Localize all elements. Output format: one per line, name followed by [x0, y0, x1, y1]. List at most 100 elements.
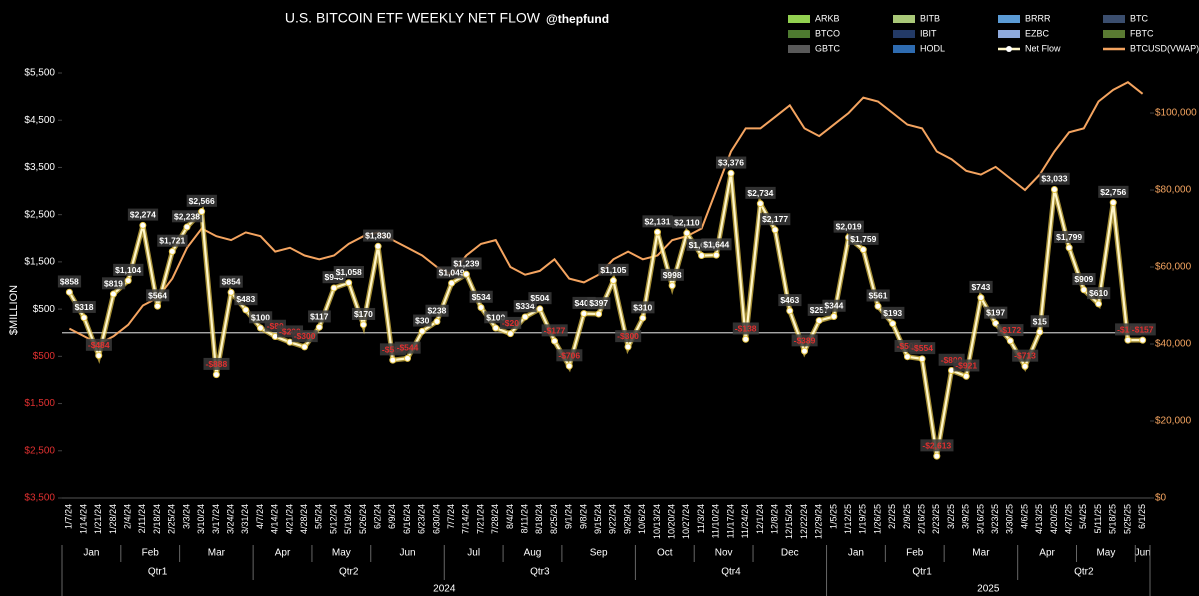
data-label-group: -$300 [291, 330, 318, 343]
x-tick-label: 5/5/24 [314, 504, 324, 529]
x-tick-label: 11/3/24 [696, 504, 706, 533]
data-label-bg [1030, 315, 1050, 328]
data-label-bg [1012, 349, 1039, 362]
quarter-label: Qtr1 [912, 567, 932, 578]
data-label-group: $858 [57, 275, 82, 288]
data-label-bg [791, 334, 818, 347]
data-label-bg [881, 306, 905, 319]
x-tick-label: 5/12/24 [328, 504, 338, 534]
chart-title: U.S. BITCOIN ETF WEEKLY NET FLOW [285, 10, 541, 26]
data-label: $344 [824, 301, 843, 311]
data-label-group: $2,110 [672, 216, 702, 229]
data-label: $2,756 [1100, 187, 1126, 197]
data-label-bg [833, 220, 864, 233]
y2-tick-label: $100,000 [1155, 108, 1197, 119]
net-flow-point [712, 251, 720, 259]
month-label: Feb [906, 548, 924, 559]
data-label: $483 [236, 294, 255, 304]
data-label-group: $197 [984, 306, 1008, 319]
x-tick-label: 9/22/24 [608, 504, 618, 534]
year-label: 2025 [977, 584, 1000, 595]
net-flow-point [301, 343, 309, 351]
data-label-bg [615, 330, 642, 343]
month-label: Mar [208, 548, 226, 559]
x-tick-label: 3/31/24 [240, 504, 250, 534]
data-label-group: $1,058 [333, 266, 364, 279]
net-flow-point [521, 313, 529, 321]
net-flow-point [212, 371, 220, 379]
data-label-bg [101, 277, 126, 290]
x-tick-label: 6/30/24 [431, 504, 441, 534]
x-tick-label: 1/26/25 [872, 504, 882, 534]
net-flow-point [345, 279, 353, 287]
data-label: $1,799 [1056, 232, 1082, 242]
net-flow-point [683, 229, 691, 237]
net-flow-point [1036, 328, 1044, 336]
legend-swatch [893, 45, 915, 53]
month-label: May [332, 548, 351, 559]
x-tick-label: 2/9/25 [902, 504, 912, 529]
x-tick-label: 1/19/25 [858, 504, 868, 534]
y-tick-label: $2,500 [24, 209, 55, 220]
legend-label: Net Flow [1025, 43, 1061, 53]
x-tick-label: 5/18/25 [1108, 504, 1118, 534]
data-label-bg [1129, 323, 1156, 336]
data-label-bg [866, 289, 890, 302]
x-tick-label: 8/4/24 [505, 504, 515, 529]
data-label: -$300 [617, 331, 639, 341]
y-tick-label: $3,500 [24, 493, 55, 504]
data-label: $2,019 [836, 222, 862, 232]
x-tick-label: 3/23/25 [990, 504, 1000, 534]
x-tick-label: 3/3/24 [181, 504, 191, 529]
data-label-bg [451, 257, 482, 270]
net-flow-point [256, 324, 264, 332]
x-tick-label: 10/20/24 [667, 504, 677, 539]
x-tick-label: 1/7/24 [64, 504, 74, 529]
data-label-bg [85, 338, 112, 351]
x-tick-label: 11/10/24 [711, 504, 721, 538]
data-label-group: $998 [660, 268, 684, 281]
net-flow-point [65, 288, 73, 296]
data-label: -$20 [502, 318, 519, 328]
data-label-group: -$157 [1129, 323, 1156, 336]
data-label-bg [556, 349, 583, 362]
net-flow-point [315, 323, 323, 331]
net-flow-point [595, 310, 603, 318]
net-flow-point [404, 354, 412, 362]
data-label-bg [1072, 273, 1096, 286]
x-tick-label: 1/5/25 [828, 504, 838, 529]
net-flow-point [536, 305, 544, 313]
data-label: $2,566 [189, 196, 215, 206]
y2-tick-label: $60,000 [1155, 262, 1192, 273]
x-tick-label: 6/9/24 [387, 504, 397, 529]
x-tick-label: 11/24/24 [740, 504, 750, 538]
month-label: Jan [83, 548, 99, 559]
data-label: $909 [1074, 274, 1093, 284]
net-flow-point [580, 310, 588, 318]
net-flow-point [565, 362, 573, 370]
data-label-group: $610 [1087, 287, 1111, 300]
net-flow-point [462, 270, 470, 278]
net-flow-point [830, 312, 838, 320]
x-tick-label: 12/29/24 [814, 504, 824, 539]
net-flow-point [889, 320, 897, 328]
x-tick-label: 2/16/25 [916, 504, 926, 534]
data-label-bg [219, 275, 243, 288]
y-tick-label: $5,500 [24, 68, 55, 79]
legend-label: EZBC [1025, 28, 1050, 38]
x-tick-label: 3/2/25 [946, 504, 956, 529]
data-label-bg [1039, 172, 1070, 185]
data-label-bg [113, 263, 144, 276]
data-label-bg [171, 210, 203, 223]
data-label-group: -$554 [909, 342, 936, 355]
data-label: $3,376 [718, 158, 744, 168]
y-tick-label: $500 [33, 304, 56, 315]
legend-label: ARKB [815, 13, 840, 23]
net-flow-point [448, 279, 456, 287]
net-flow-point [418, 327, 426, 335]
data-label-group: $854 [219, 275, 243, 288]
data-label-group: $318 [72, 300, 96, 313]
net-flow-point [168, 247, 176, 255]
data-label-group: $30 [413, 314, 432, 327]
net-flow-point [698, 252, 706, 260]
